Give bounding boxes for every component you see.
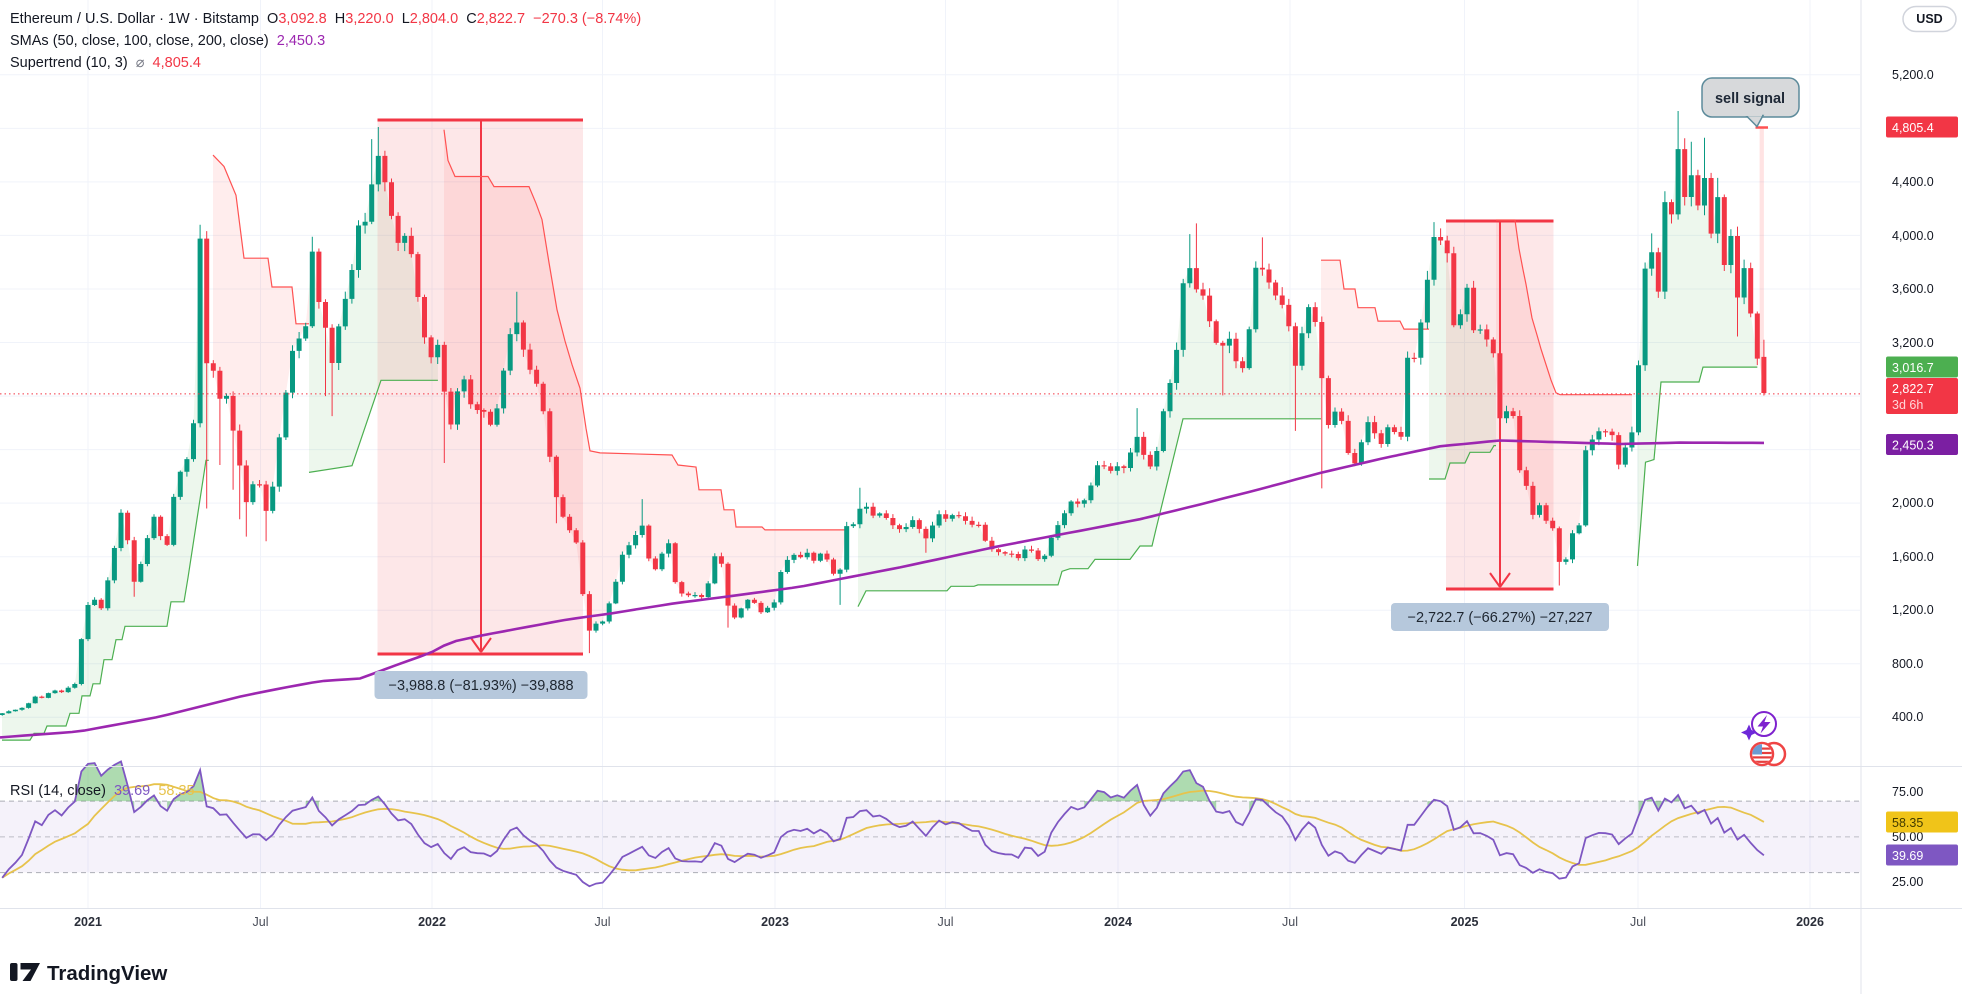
svg-text:1,200.0: 1,200.0 (1892, 603, 1934, 617)
svg-text:2,822.7: 2,822.7 (1892, 382, 1934, 396)
svg-text:2,450.3: 2,450.3 (1892, 439, 1934, 453)
svg-text:75.00: 75.00 (1892, 785, 1923, 799)
svg-text:3,600.0: 3,600.0 (1892, 282, 1934, 296)
svg-text:SMAs (50, close, 100, close, 2: SMAs (50, close, 100, close, 200, close)… (10, 33, 325, 49)
svg-text:sell signal: sell signal (1715, 91, 1785, 107)
svg-text:800.0: 800.0 (1892, 657, 1923, 671)
svg-text:−2,722.7 (−66.27%) −27,227: −2,722.7 (−66.27%) −27,227 (1407, 610, 1592, 626)
svg-text:2022: 2022 (418, 915, 446, 929)
svg-text:Jul: Jul (1630, 915, 1646, 929)
svg-text:TradingView: TradingView (47, 962, 167, 985)
svg-text:3,200.0: 3,200.0 (1892, 336, 1934, 350)
svg-text:2024: 2024 (1104, 915, 1132, 929)
svg-text:58.35: 58.35 (1892, 816, 1923, 830)
svg-text:5,200.0: 5,200.0 (1892, 68, 1934, 82)
svg-text:−3,988.8 (−81.93%) −39,888: −3,988.8 (−81.93%) −39,888 (388, 678, 573, 694)
svg-text:50.00: 50.00 (1892, 830, 1923, 844)
svg-text:4,000.0: 4,000.0 (1892, 229, 1934, 243)
svg-text:39.69: 39.69 (1892, 849, 1923, 863)
svg-text:2025: 2025 (1451, 915, 1479, 929)
svg-text:2,000.0: 2,000.0 (1892, 496, 1934, 510)
svg-text:25.00: 25.00 (1892, 875, 1923, 889)
svg-text:Jul: Jul (595, 915, 611, 929)
svg-text:400.0: 400.0 (1892, 710, 1923, 724)
svg-text:Ethereum / U.S. Dollar · 1W ·: Ethereum / U.S. Dollar · 1W · Bitstamp O… (10, 11, 641, 27)
svg-text:3,016.7: 3,016.7 (1892, 361, 1934, 375)
svg-text:Jul: Jul (253, 915, 269, 929)
svg-text:3d 6h: 3d 6h (1892, 398, 1923, 412)
svg-text:4,400.0: 4,400.0 (1892, 175, 1934, 189)
svg-text:2026: 2026 (1796, 915, 1824, 929)
svg-text:2023: 2023 (761, 915, 789, 929)
svg-text:Jul: Jul (1282, 915, 1298, 929)
svg-text:2021: 2021 (74, 915, 102, 929)
svg-text:RSI (14, close) 39.69 58.35: RSI (14, close) 39.69 58.35 (10, 783, 195, 799)
svg-text:1,600.0: 1,600.0 (1892, 550, 1934, 564)
svg-text:Jul: Jul (938, 915, 954, 929)
svg-text:Supertrend (10, 3) ⌀ 4,805.4: Supertrend (10, 3) ⌀ 4,805.4 (10, 55, 201, 71)
svg-text:4,805.4: 4,805.4 (1892, 121, 1934, 135)
svg-text:USD: USD (1916, 12, 1942, 26)
